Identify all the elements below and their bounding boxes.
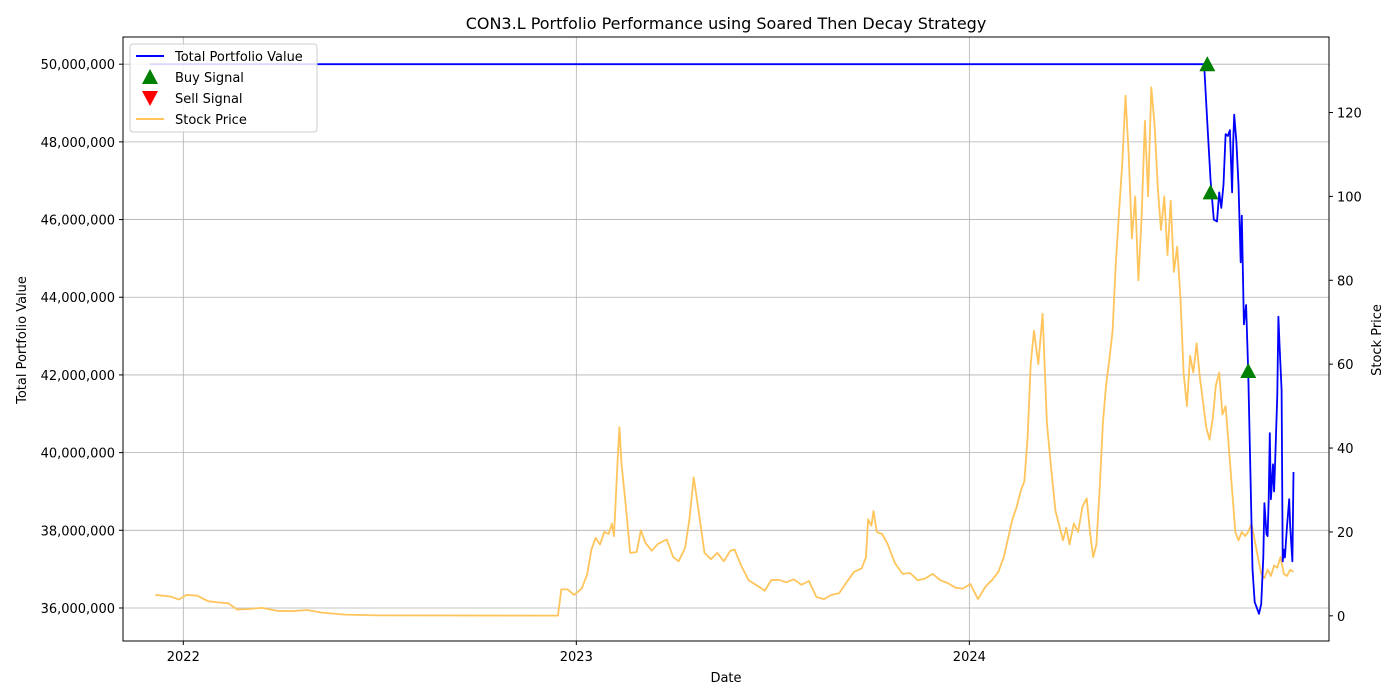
y-left-tick-label: 42,000,000 [41, 369, 115, 384]
legend-swatch-sell [142, 91, 158, 106]
y-axis-right: 0 20 40 60 80 100 120 [1329, 107, 1362, 625]
y-right-tick-label: 20 [1337, 526, 1354, 541]
y-axis-right-label: Stock Price [1370, 304, 1385, 376]
legend-label-sell: Sell Signal [175, 92, 243, 107]
y-left-tick-label: 48,000,000 [41, 136, 115, 151]
legend-label-stock: Stock Price [175, 113, 247, 128]
y-right-tick-label: 120 [1337, 107, 1362, 122]
plot-frame [122, 36, 1330, 642]
y-axis-left: 36,000,000 38,000,000 40,000,000 42,000,000… [41, 58, 123, 617]
x-axis: 2022 2023 2024 [167, 641, 986, 665]
y-axis-left-label: Total Portfolio Value [15, 276, 30, 405]
x-tick-label: 2022 [167, 650, 200, 665]
y-right-tick-label: 40 [1337, 442, 1354, 457]
y-left-tick-label: 40,000,000 [41, 447, 115, 462]
y-right-tick-label: 0 [1337, 610, 1345, 625]
y-right-tick-label: 80 [1337, 274, 1354, 289]
x-axis-label: Date [710, 671, 741, 686]
legend-label-buy: Buy Signal [175, 71, 244, 86]
y-left-tick-label: 44,000,000 [41, 291, 115, 306]
buy-signal-marker [1199, 56, 1216, 72]
chart-title: CON3.L Portfolio Performance using Soare… [466, 14, 987, 33]
signal-markers-layer [1199, 56, 1257, 379]
x-tick-label: 2023 [560, 650, 593, 665]
y-right-tick-label: 100 [1337, 190, 1362, 205]
stock-price-layer [155, 86, 1294, 617]
y-left-tick-label: 38,000,000 [41, 524, 115, 539]
portfolio-value-line [149, 63, 1295, 615]
y-left-tick-label: 36,000,000 [41, 602, 115, 617]
x-tick-label: 2024 [953, 650, 986, 665]
portfolio-value-layer [149, 63, 1295, 615]
legend-label-portfolio: Total Portfolio Value [174, 50, 303, 65]
buy-signal-marker [1240, 363, 1257, 379]
buy-signal-marker [1202, 184, 1219, 200]
y-left-tick-label: 46,000,000 [41, 214, 115, 229]
legend: Total Portfolio Value Buy Signal Sell Si… [129, 43, 318, 133]
y-right-tick-label: 60 [1337, 358, 1354, 373]
y-left-tick-label: 50,000,000 [41, 58, 115, 73]
stock-price-line [155, 86, 1294, 617]
legend-swatch-buy [142, 69, 158, 84]
legend-box [129, 43, 318, 133]
